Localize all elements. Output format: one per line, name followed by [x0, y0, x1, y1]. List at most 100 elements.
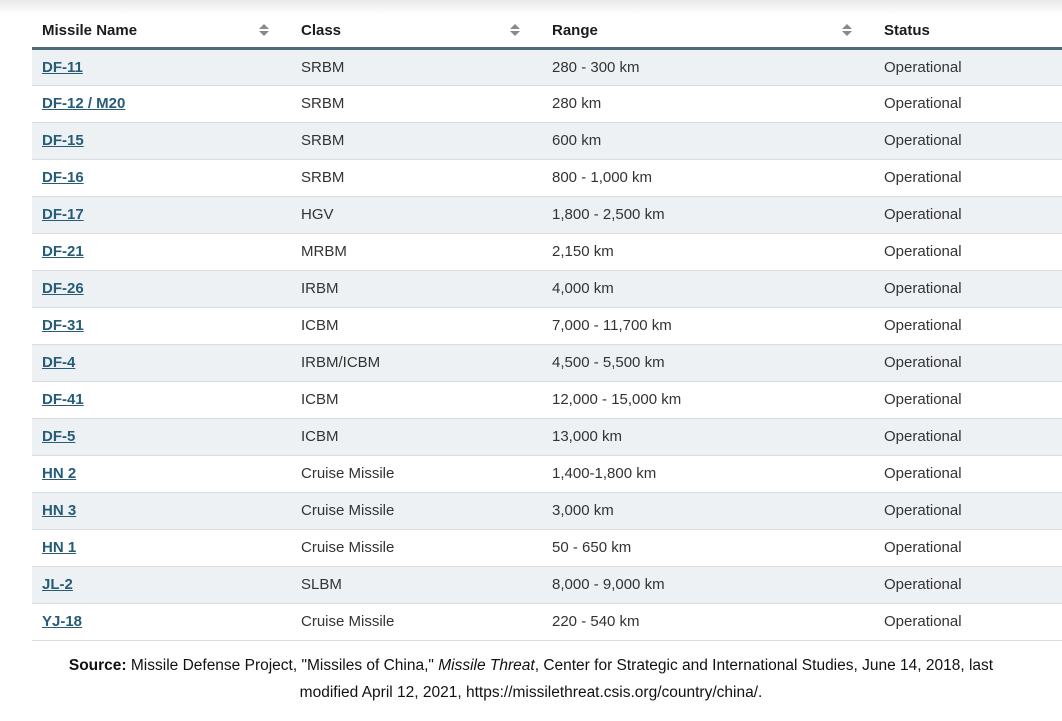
cell-class: Cruise Missile	[301, 502, 395, 519]
cell-class: SRBM	[301, 132, 345, 149]
cell-class: SRBM	[301, 169, 345, 186]
cell-range: 12,000 - 15,000 km	[552, 391, 682, 408]
cell-status: Operational	[884, 354, 962, 371]
missile-link[interactable]: DF-17	[42, 206, 84, 223]
table-row: YJ-18 Cruise Missile 220 - 540 km Operation…	[32, 603, 1062, 640]
cell-class: Cruise Missile	[301, 465, 395, 482]
cell-class: ICBM	[301, 317, 339, 334]
sort-icon	[510, 24, 520, 37]
cell-status: Operational	[884, 391, 962, 408]
table-row: HN 2 Cruise Missile 1,400-1,800 km Operatio…	[32, 455, 1062, 492]
cell-missile-name: HN 1	[32, 529, 291, 566]
missile-link[interactable]: JL-2	[42, 576, 73, 593]
cell-missile-name: DF-26	[32, 270, 291, 307]
cell-range: 1,800 - 2,500 km	[552, 206, 665, 223]
table-row: DF-17 HGV 1,800 - 2,500 km Operational	[32, 196, 1062, 233]
cell-class: MRBM	[301, 243, 347, 260]
table-row: DF-11 SRBM 280 - 300 km Operational	[32, 48, 1062, 85]
missile-link[interactable]: HN 1	[42, 539, 77, 556]
cell-missile-name: DF-17	[32, 196, 291, 233]
sort-icon	[259, 24, 269, 37]
cell-status: Operational	[884, 539, 962, 556]
cell-status: Operational	[884, 613, 962, 630]
cell-range: 1,400-1,800 km	[552, 465, 657, 482]
missile-link[interactable]: DF-21	[42, 243, 84, 260]
cell-class: Cruise Missile	[301, 539, 395, 556]
citation-publication-title: Missile Threat	[438, 656, 535, 674]
table-body: DF-11 SRBM 280 - 300 km Operational DF-12 / …	[32, 48, 1062, 640]
table-row: DF-26 IRBM 4,000 km Operational	[32, 270, 1062, 307]
cell-missile-name: YJ-18	[32, 603, 291, 640]
citation-text-1: Missile Defense Project, "Missiles of Ch…	[126, 656, 439, 674]
cell-missile-name: DF-21	[32, 233, 291, 270]
cell-missile-name: DF-11	[32, 48, 291, 85]
missile-link[interactable]: DF-41	[42, 391, 84, 408]
cell-class: SLBM	[301, 576, 342, 593]
column-header-label: Status	[884, 21, 930, 39]
missile-table-container: Missile Name Class Range Status DF-11 SRBM 28…	[32, 14, 1062, 641]
missile-link[interactable]: DF-26	[42, 280, 84, 297]
missile-link[interactable]: DF-15	[42, 132, 84, 149]
table-header: Missile Name Class Range Status	[32, 14, 1062, 48]
cell-range: 800 - 1,000 km	[552, 169, 653, 186]
column-header-class[interactable]: Class	[291, 14, 542, 48]
missile-link[interactable]: DF-31	[42, 317, 84, 334]
table-row: JL-2 SLBM 8,000 - 9,000 km Operational	[32, 566, 1062, 603]
table-row: DF-31 ICBM 7,000 - 11,700 km Operational	[32, 307, 1062, 344]
missile-link[interactable]: DF-12 / M20	[42, 95, 126, 112]
cell-range: 50 - 650 km	[552, 539, 632, 556]
missile-link[interactable]: DF-16	[42, 169, 84, 186]
cell-status: Operational	[884, 132, 962, 149]
cell-class: HGV	[301, 206, 334, 223]
cell-status: Operational	[884, 317, 962, 334]
cell-class: Cruise Missile	[301, 613, 395, 630]
column-header-status[interactable]: Status	[874, 14, 1062, 48]
table-row: HN 1 Cruise Missile 50 - 650 km Operational	[32, 529, 1062, 566]
cell-missile-name: HN 2	[32, 455, 291, 492]
column-header-missile-name[interactable]: Missile Name	[32, 14, 291, 48]
cell-range: 280 km	[552, 95, 602, 112]
cell-missile-name: DF-4	[32, 344, 291, 381]
cell-status: Operational	[884, 243, 962, 260]
missile-link[interactable]: HN 2	[42, 465, 77, 482]
missile-link[interactable]: DF-11	[42, 58, 83, 76]
cell-class: SRBM	[301, 95, 345, 112]
cell-status: Operational	[884, 502, 962, 519]
cell-class: IRBM	[301, 280, 339, 297]
cell-range: 280 - 300 km	[552, 58, 640, 76]
cell-range: 2,150 km	[552, 243, 614, 260]
sort-icon	[842, 24, 852, 37]
cell-missile-name: DF-16	[32, 159, 291, 196]
cell-range: 220 - 540 km	[552, 613, 640, 630]
citation-source-label: Source:	[68, 656, 127, 674]
table-header-row: Missile Name Class Range Status	[32, 14, 1062, 48]
table-row: DF-41 ICBM 12,000 - 15,000 km Operational	[32, 381, 1062, 418]
cell-range: 8,000 - 9,000 km	[552, 576, 665, 593]
column-header-label: Missile Name	[42, 21, 138, 39]
cell-range: 3,000 km	[552, 502, 614, 519]
table-row: DF-5 ICBM 13,000 km Operational	[32, 418, 1062, 455]
cell-status: Operational	[884, 428, 962, 445]
cell-status: Operational	[884, 58, 962, 76]
table-row: HN 3 Cruise Missile 3,000 km Operational	[32, 492, 1062, 529]
table-row: DF-15 SRBM 600 km Operational	[32, 122, 1062, 159]
missile-link[interactable]: YJ-18	[42, 613, 83, 630]
missile-link[interactable]: DF-4	[42, 354, 76, 371]
cell-range: 4,500 - 5,500 km	[552, 354, 665, 371]
missile-table: Missile Name Class Range Status DF-11 SRBM 28…	[32, 14, 1062, 641]
cell-range: 13,000 km	[552, 428, 623, 445]
source-citation: Source: Missile Defense Project, "Missil…	[0, 652, 1062, 706]
column-header-range[interactable]: Range	[542, 14, 874, 48]
cell-class: SRBM	[301, 58, 345, 76]
cell-status: Operational	[884, 95, 962, 112]
cell-range: 7,000 - 11,700 km	[552, 317, 672, 334]
table-row: DF-12 / M20 SRBM 280 km Operational	[32, 85, 1062, 122]
cell-status: Operational	[884, 465, 962, 482]
missile-link[interactable]: DF-5	[42, 428, 76, 445]
cell-class: ICBM	[301, 391, 339, 408]
cell-status: Operational	[884, 280, 962, 297]
missile-link[interactable]: HN 3	[42, 502, 77, 519]
cell-range: 600 km	[552, 132, 602, 149]
citation-text-3: modified April 12, 2021, https://missile…	[299, 683, 763, 701]
citation-text-2: , Center for Strategic and International…	[534, 656, 994, 674]
